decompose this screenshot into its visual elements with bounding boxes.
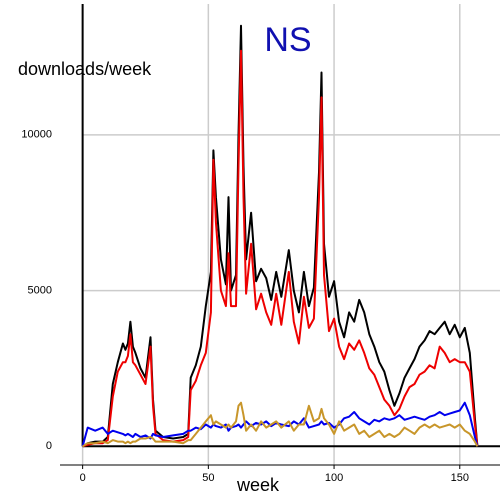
chart-title: NS — [264, 21, 311, 59]
series-line — [82, 401, 479, 448]
series-line — [82, 49, 479, 448]
y-tick-label: 10000 — [21, 129, 52, 141]
x-tick-label: 50 — [202, 472, 214, 484]
y-axis-label: downloads/week — [18, 59, 152, 79]
x-tick-label: 100 — [325, 472, 343, 484]
series-line — [81, 401, 479, 447]
series-line — [82, 24, 479, 448]
x-tick-label: 150 — [451, 472, 469, 484]
x-axis-label: week — [236, 475, 280, 495]
y-tick-label: 5000 — [28, 284, 52, 296]
x-tick-label: 0 — [80, 472, 86, 484]
y-tick-label: 0 — [46, 440, 52, 452]
